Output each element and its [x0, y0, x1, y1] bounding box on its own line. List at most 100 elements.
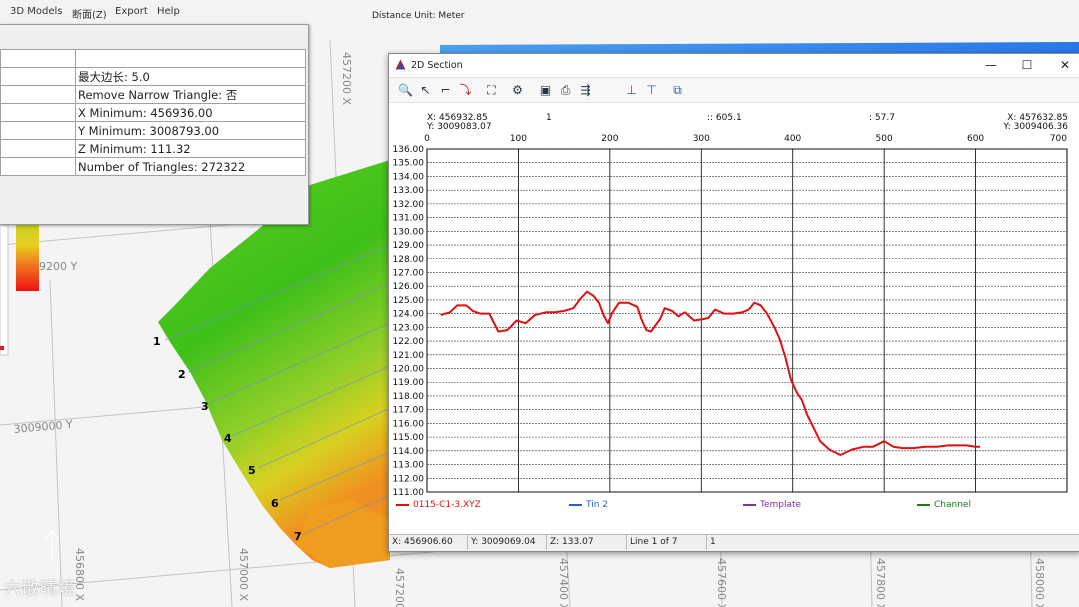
close-button[interactable]: ✕: [1059, 58, 1071, 72]
grid-label: 457800 X: [874, 558, 887, 607]
terrain-surface: [158, 160, 390, 568]
properties-row: Z Minimum: 111.32: [0, 139, 306, 158]
x-tick-label: 500: [876, 134, 893, 144]
properties-table: 最大边长: 5.0 Remove Narrow Triangle: 否 X Mi…: [0, 49, 306, 176]
grid-label: 457200 X: [340, 52, 353, 105]
grid-label: 3009000 Y: [13, 418, 73, 436]
section-number: 7: [294, 530, 302, 543]
x-tick-label: 0: [424, 134, 430, 144]
y-tick-label: 128.00: [393, 255, 425, 265]
legend-label: Channel: [934, 500, 971, 510]
y-tick-label: 118.00: [393, 392, 425, 402]
legend-item: Template: [743, 500, 801, 510]
x-tick-label: 600: [967, 134, 984, 144]
readout-left-y: Y: 3009083.07: [427, 122, 492, 132]
y-tick-label: 123.00: [393, 323, 425, 333]
status-line: Line 1 of 7: [627, 535, 707, 550]
grid-label: 457200 X: [393, 568, 406, 607]
section-number: 5: [248, 464, 256, 477]
menu-item-help[interactable]: Help: [157, 6, 180, 17]
readout-mid-3: : 57.7: [869, 113, 895, 123]
chart-icon[interactable]: ⤵: [459, 83, 472, 97]
y-tick-label: 120.00: [393, 365, 425, 375]
property-value: Number of Triangles: 272322: [75, 157, 306, 176]
copy-icon[interactable]: ⧉: [673, 83, 682, 97]
y-tick-label: 125.00: [393, 296, 425, 306]
y-tick-label: 135.00: [393, 159, 425, 169]
menu-item-3d-models[interactable]: 3D Models: [10, 6, 63, 17]
status-x: X: 456906.60: [389, 535, 468, 550]
legend-label: Template: [760, 500, 802, 510]
elevation-scale-bar: [16, 225, 39, 291]
property-value[interactable]: 最大边长: 5.0: [75, 67, 306, 86]
property-value: Z Minimum: 111.32: [75, 139, 306, 158]
x-tick-label: 300: [693, 134, 710, 144]
measure-icon[interactable]: ⌐: [440, 83, 451, 97]
zoom-icon[interactable]: 🔍: [398, 83, 413, 97]
legend-label: 0115-C1-3.XYZ: [413, 500, 481, 510]
legend-swatch: [569, 503, 582, 506]
y-tick-label: 112.00: [393, 474, 425, 484]
maximize-button[interactable]: ☐: [1021, 58, 1033, 72]
arrow-up-icon[interactable]: ⊥: [626, 83, 637, 97]
y-tick-label: 134.00: [393, 172, 425, 182]
x-tick-label: 700: [1050, 134, 1067, 144]
y-tick-label: 114.00: [393, 447, 425, 457]
properties-row: Number of Triangles: 272322: [0, 157, 306, 176]
app-icon: [395, 59, 406, 70]
properties-window: 最大边长: 5.0 Remove Narrow Triangle: 否 X Mi…: [0, 24, 309, 225]
pointer-icon[interactable]: ↖: [420, 83, 431, 97]
property-value: X Minimum: 456936.00: [75, 103, 306, 122]
legend-label: Tin 2: [586, 500, 609, 510]
menu-item-export[interactable]: Export: [115, 6, 148, 17]
legend-item: Tin 2: [569, 500, 608, 510]
properties-row: X Minimum: 456936.00: [0, 103, 306, 122]
x-tick-label: 400: [784, 134, 801, 144]
legend-swatch: [743, 503, 756, 506]
watermark-text: 六散晴境: [4, 579, 76, 599]
section-window: 2D Section — ☐ ✕ 🔍 ↖ ⌐ ⤵ ⛶ ⚙ ▣ ⎙ ⇶ ⊥ ⊤ ⧉…: [388, 53, 1079, 552]
settings-icon[interactable]: ⚙: [512, 83, 523, 97]
readout-mid-1: 1: [546, 113, 552, 123]
y-tick-label: 130.00: [393, 227, 425, 237]
status-z: Z: 133.07: [547, 535, 627, 550]
minimize-button[interactable]: —: [985, 58, 997, 72]
properties-row: 最大边长: 5.0: [0, 67, 306, 86]
legend-swatch: [917, 503, 930, 506]
y-tick-label: 116.00: [393, 419, 425, 429]
grid-label: 9200 Y: [39, 260, 77, 273]
y-tick-label: 111.00: [393, 488, 425, 498]
section-toolbar: 🔍 ↖ ⌐ ⤵ ⛶ ⚙ ▣ ⎙ ⇶ ⊥ ⊤ ⧉: [389, 77, 1079, 103]
grid-label: 457400 X: [557, 558, 570, 607]
section-number: 6: [271, 497, 279, 510]
section-number: 2: [178, 368, 186, 381]
property-value[interactable]: Remove Narrow Triangle: 否: [75, 85, 306, 104]
section-titlebar[interactable]: 2D Section — ☐ ✕: [389, 54, 1079, 76]
x-tick-label: 100: [510, 134, 527, 144]
y-tick-label: 122.00: [393, 337, 425, 347]
camera-icon[interactable]: ▣: [539, 83, 552, 97]
readout-right-x: X: 457632.85: [1007, 113, 1068, 123]
menu-item-section[interactable]: 断面(Z): [72, 10, 107, 21]
distance-unit-label: Distance Unit: Meter: [372, 11, 465, 21]
section-number: 4: [224, 432, 232, 445]
legend-swatch: [396, 503, 409, 506]
export-icon[interactable]: ⇶: [580, 83, 591, 97]
status-bar: X: 456906.60 Y: 3009069.04 Z: 133.07 Lin…: [389, 534, 1079, 551]
y-tick-label: 127.00: [393, 268, 425, 278]
grid-label: 457000 X: [237, 548, 250, 601]
y-tick-label: 115.00: [393, 433, 425, 443]
x-tick-label: 200: [601, 134, 618, 144]
arrow-down-icon[interactable]: ⊤: [646, 83, 657, 97]
section-number: 3: [201, 400, 209, 413]
status-y: Y: 3009069.04: [468, 535, 547, 550]
series-line: [440, 290, 981, 456]
y-tick-label: 133.00: [393, 186, 425, 196]
north-arrow-icon: [44, 529, 60, 560]
ribbon: [0, 25, 308, 47]
property-value: [75, 49, 306, 68]
print-icon[interactable]: ⎙: [560, 83, 571, 97]
y-tick-label: 124.00: [393, 310, 425, 320]
section-chart[interactable]: 111.00 112.00 113.00 114.00 115.00 116.00 117.…: [389, 54, 1079, 499]
fit-icon[interactable]: ⛶: [487, 83, 496, 97]
